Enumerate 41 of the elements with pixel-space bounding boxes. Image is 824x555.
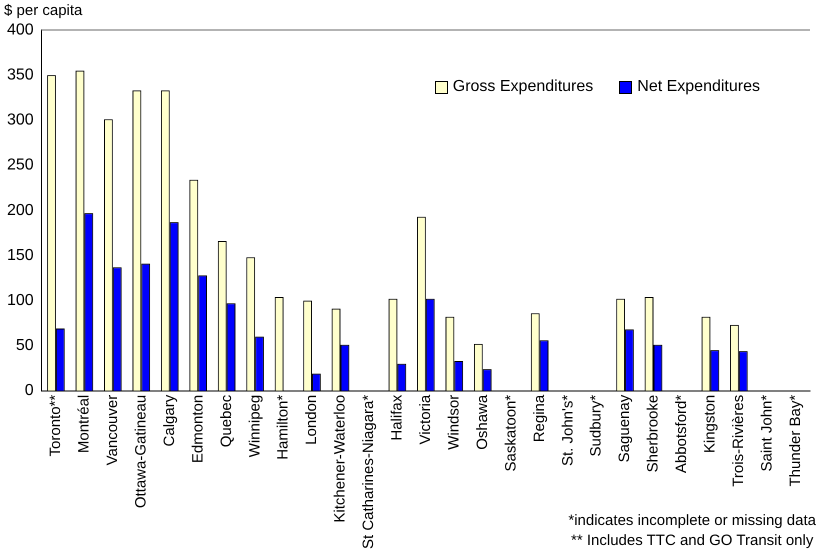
x-tick-label: Saguenay bbox=[616, 394, 634, 462]
x-tick-label: Montréal bbox=[76, 394, 93, 454]
y-tick-label: 0 bbox=[24, 382, 34, 400]
x-tick-label: Oshawa bbox=[474, 394, 491, 450]
x-tick-label: Regina bbox=[530, 394, 548, 442]
y-tick-label: 50 bbox=[16, 337, 34, 354]
x-tick-label: Victoria bbox=[416, 394, 434, 445]
x-tick-label: London bbox=[303, 394, 320, 445]
x-tick-label: Windsor bbox=[445, 394, 462, 450]
text: *indicates incomplete or missing data bbox=[568, 511, 816, 531]
x-tick-label: Saskatoon* bbox=[502, 394, 520, 472]
x-tick-label: Abbotsford* bbox=[673, 394, 690, 474]
y-tick-label: 150 bbox=[6, 246, 34, 264]
y-tick-label: 100 bbox=[6, 292, 34, 309]
legend-label: Net Expenditures bbox=[637, 78, 760, 96]
y-tick-label: 200 bbox=[6, 202, 34, 219]
x-tick-label: Kitchener-Waterloo bbox=[332, 394, 349, 523]
x-tick-label: Halifax bbox=[388, 394, 406, 441]
x-tick-label: Kingston bbox=[702, 394, 719, 454]
y-tick-label: 300 bbox=[6, 112, 34, 129]
x-tick-label: Trois-Rivières bbox=[730, 394, 747, 487]
x-tick-label: Ottawa-Gatineau bbox=[132, 394, 150, 508]
x-tick-label: Hamilton* bbox=[274, 394, 292, 460]
x-tick-label: Sherbrooke bbox=[644, 394, 662, 472]
x-tick-label: St. John's* bbox=[559, 394, 576, 466]
x-tick-label: Sudbury* bbox=[588, 394, 605, 456]
y-tick-label: 400 bbox=[6, 21, 34, 38]
x-tick-label: Quebec bbox=[218, 394, 235, 448]
legend-label: Gross Expenditures bbox=[452, 78, 594, 96]
x-tick-label: Vancouver bbox=[104, 394, 121, 466]
text: ** Includes TTC and GO Transit only bbox=[570, 531, 814, 551]
x-tick-label: Toronto** bbox=[47, 394, 64, 456]
x-tick-label: Calgary bbox=[160, 394, 178, 446]
x-tick-label: Saint John* bbox=[758, 394, 776, 472]
x-tick-label: St Catharines-Niagara* bbox=[360, 394, 378, 550]
x-tick-label: Winnipeg bbox=[246, 394, 264, 458]
y-tick-label: 350 bbox=[6, 66, 34, 84]
y-tick-label: 250 bbox=[6, 156, 34, 174]
x-tick-label: Edmonton bbox=[189, 394, 206, 464]
x-tick-label: Thunder Bay* bbox=[786, 394, 804, 486]
y-axis-title: $ per capita bbox=[4, 2, 82, 19]
